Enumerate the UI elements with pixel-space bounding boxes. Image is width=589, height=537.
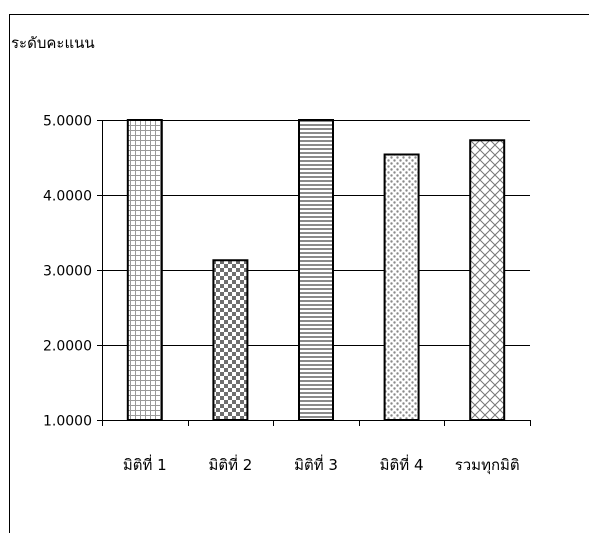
- bar-1: [126, 119, 163, 421]
- bar-series: [126, 119, 506, 421]
- y-tick-label: 3.0000: [43, 264, 92, 280]
- y-axis: 1.0000 2.0000 3.0000 4.0000 5.0000: [43, 114, 103, 430]
- x-tick-label: มิติที่ 1: [123, 454, 167, 474]
- y-axis-title: ระดับคะแนน: [11, 34, 95, 52]
- y-tick-label: 4.0000: [43, 189, 92, 205]
- x-tick-label: มิติที่ 2: [208, 454, 252, 474]
- y-tick-label: 2.0000: [43, 339, 92, 355]
- x-tick-label: มิติที่ 4: [380, 454, 424, 474]
- bar-5: [469, 139, 506, 421]
- y-tick-label: 1.0000: [43, 414, 92, 430]
- bar-4: [383, 153, 420, 421]
- x-axis: มิติที่ 1 มิติที่ 2 มิติที่ 3 มิติที่ 4 รวมท…: [102, 420, 531, 475]
- y-tick-label: 5.0000: [43, 114, 92, 130]
- bar-3: [298, 119, 334, 421]
- bar-2: [212, 259, 249, 421]
- x-tick-label: รวมทุกมิติ: [455, 456, 520, 475]
- x-tick-label: มิติที่ 3: [294, 454, 338, 474]
